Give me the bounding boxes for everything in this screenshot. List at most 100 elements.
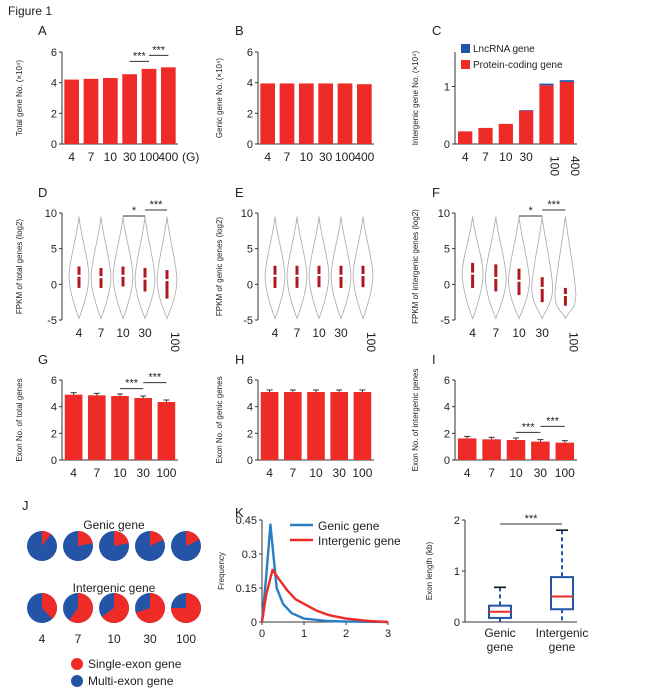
x-tick-label-E: 10 bbox=[312, 326, 326, 340]
x-tick-label-F: 100 bbox=[566, 332, 580, 352]
y-tick-label-D: 0 bbox=[51, 279, 57, 291]
bar-C-protein-coding-gene bbox=[559, 81, 574, 144]
figure-title: Figure 1 bbox=[8, 4, 53, 18]
y-tick-label-L: 1 bbox=[454, 566, 460, 578]
y-tick-label-K: 0.15 bbox=[236, 583, 257, 595]
y-tick-label-H: 2 bbox=[247, 428, 253, 440]
violin-F bbox=[461, 216, 484, 320]
y-tick-label-I: 4 bbox=[444, 402, 450, 414]
panel-label-D: D bbox=[38, 185, 47, 200]
x-tick-label-A: 100 bbox=[139, 150, 159, 164]
violin-F bbox=[508, 216, 530, 320]
box-L bbox=[550, 576, 574, 611]
y-tick-label-D: -5 bbox=[47, 315, 57, 327]
y-tick-label-E: 10 bbox=[241, 208, 253, 220]
violin-iqr-E bbox=[273, 265, 277, 288]
bar-I bbox=[531, 441, 550, 460]
x-tick-label-B: 400 bbox=[354, 150, 374, 164]
violin-iqr-F bbox=[471, 262, 475, 288]
significance-label-A: *** bbox=[152, 44, 166, 56]
x-tick-label-C: 400 bbox=[568, 156, 582, 176]
bar-C-lncrna-gene bbox=[559, 80, 574, 82]
significance-label-G: *** bbox=[148, 372, 162, 384]
violin-F bbox=[531, 216, 554, 320]
x-tick-label-K: 3 bbox=[385, 628, 391, 640]
bar-B bbox=[298, 83, 314, 144]
x-tick-label-F: 10 bbox=[512, 326, 526, 340]
x-tick-label-B: 4 bbox=[264, 150, 271, 164]
x-tick-label-D: 10 bbox=[116, 326, 130, 340]
violin-iqr-D bbox=[77, 266, 81, 288]
violin-D bbox=[156, 216, 178, 320]
violin-median-F bbox=[539, 286, 545, 289]
violin-median-D bbox=[142, 277, 148, 280]
x-tick-label-H: 4 bbox=[266, 466, 273, 480]
panel-label-K: K bbox=[235, 505, 244, 520]
legend-swatch-C bbox=[461, 60, 470, 69]
x-tick-label-D: 30 bbox=[138, 326, 152, 340]
x-tick-label-F: 4 bbox=[469, 326, 476, 340]
violin-iqr-D bbox=[165, 270, 169, 299]
violin-iqr-E bbox=[295, 265, 299, 288]
y-axis-label-K: Frequency bbox=[217, 552, 226, 590]
bar-C-protein-coding-gene bbox=[478, 127, 493, 144]
violin-iqr-E bbox=[361, 265, 365, 288]
x-tick-label-C: 7 bbox=[482, 150, 489, 164]
y-tick-label-F: 5 bbox=[444, 244, 450, 256]
bar-B bbox=[279, 83, 295, 144]
significance-label-F: * bbox=[528, 205, 533, 217]
x-tick-label-A: 4 bbox=[68, 150, 75, 164]
bar-A bbox=[122, 74, 138, 144]
y-axis-label-B: Genic gene No. (×10⁴) bbox=[215, 58, 224, 138]
significance-label-L: *** bbox=[525, 513, 539, 525]
pie-legend-swatch bbox=[71, 675, 83, 687]
bar-G bbox=[87, 395, 106, 460]
violin-E bbox=[264, 216, 286, 320]
pie-slice-single-exon bbox=[114, 531, 129, 546]
pie-category-label: 100 bbox=[176, 632, 196, 646]
x-tick-label-G: 10 bbox=[113, 466, 127, 480]
bar-G bbox=[134, 398, 153, 460]
bar-H bbox=[307, 392, 325, 460]
bar-H bbox=[260, 392, 279, 460]
pie-slice-single-exon bbox=[186, 531, 200, 546]
violin-median-D bbox=[98, 276, 104, 279]
bar-G bbox=[157, 402, 176, 460]
x-tick-label-A: 30 bbox=[123, 150, 137, 164]
x-tick-label-A: 10 bbox=[104, 150, 118, 164]
x-tick-label-I: 4 bbox=[464, 466, 471, 480]
bar-C-protein-coding-gene bbox=[519, 110, 534, 144]
y-tick-label-B: 0 bbox=[247, 139, 253, 151]
x-tick-label-H: 100 bbox=[352, 466, 372, 480]
panel-label-G: G bbox=[38, 352, 48, 367]
bar-A bbox=[160, 67, 176, 144]
y-tick-label-B: 6 bbox=[247, 47, 253, 59]
x-tick-label-L: Genic bbox=[484, 626, 515, 640]
bar-I bbox=[506, 440, 526, 460]
x-tick-label-I: 10 bbox=[509, 466, 523, 480]
pie-legend-label: Single-exon gene bbox=[88, 657, 182, 671]
violin-iqr-E bbox=[339, 265, 343, 288]
x-tick-label-I: 7 bbox=[488, 466, 495, 480]
y-axis-label-D: FPKM of total genes (log2) bbox=[15, 219, 24, 314]
y-tick-label-A: 0 bbox=[51, 139, 57, 151]
violin-E bbox=[286, 216, 308, 320]
x-tick-label-E: 100 bbox=[364, 332, 378, 352]
violin-median-D bbox=[76, 274, 82, 277]
significance-label-D: *** bbox=[150, 199, 164, 211]
y-tick-label-D: 5 bbox=[51, 244, 57, 256]
y-tick-label-G: 0 bbox=[51, 455, 57, 467]
violin-E bbox=[352, 216, 374, 320]
y-axis-label-E: FPKM of genic genes (log2) bbox=[215, 217, 224, 316]
significance-label-D: * bbox=[132, 205, 137, 217]
pie-legend-label: Multi-exon gene bbox=[88, 674, 174, 688]
violin-iqr-F bbox=[517, 268, 521, 296]
x-tick-label-F: 7 bbox=[492, 326, 499, 340]
pie-category-label: 7 bbox=[75, 632, 82, 646]
bar-C-protein-coding-gene bbox=[539, 85, 554, 144]
violin-median-F bbox=[470, 272, 476, 275]
x-tick-label-E: 7 bbox=[294, 326, 301, 340]
line-series-genic-gene bbox=[260, 523, 389, 624]
significance-label-I: *** bbox=[546, 415, 560, 427]
